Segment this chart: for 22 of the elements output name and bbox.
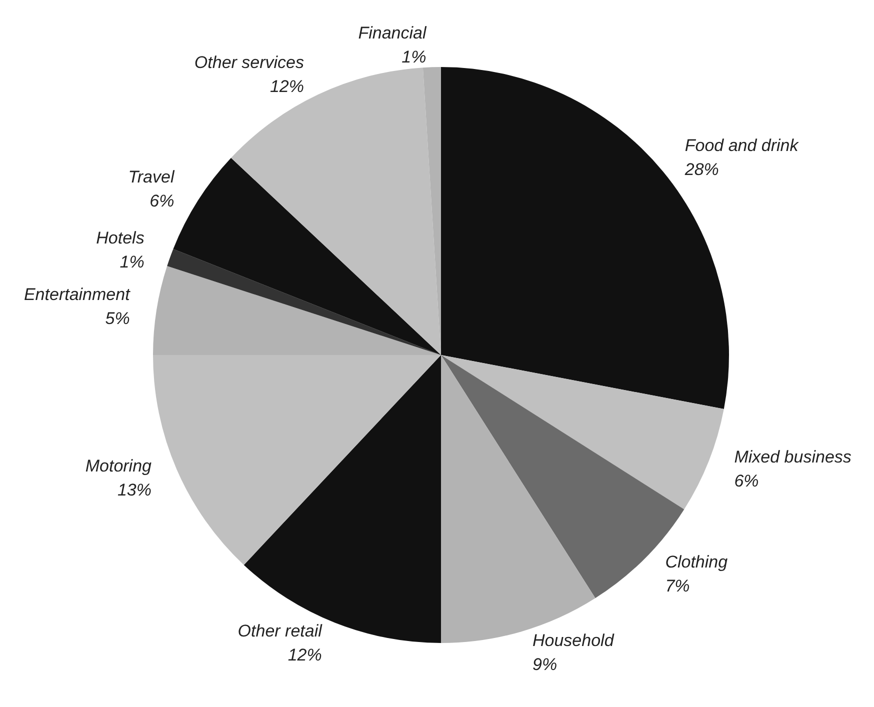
slice-label: Other retail bbox=[238, 622, 324, 641]
data-label: 6% bbox=[734, 472, 759, 491]
data-label: 12% bbox=[270, 77, 304, 96]
data-label: 1% bbox=[402, 48, 426, 67]
data-label: 9% bbox=[532, 655, 558, 674]
data-label: 6% bbox=[150, 191, 174, 210]
slice-label: Mixed business bbox=[734, 448, 852, 467]
data-label: 28% bbox=[684, 160, 719, 179]
data-label: 12% bbox=[288, 646, 322, 665]
data-label: 5% bbox=[105, 309, 130, 328]
slice-label: Other services bbox=[194, 53, 304, 72]
slice-label: Motoring bbox=[85, 456, 152, 476]
slice-label: Financial bbox=[358, 24, 428, 43]
slice-label: Entertainment bbox=[24, 285, 132, 304]
data-label: 7% bbox=[665, 576, 690, 596]
slice-label: Travel bbox=[128, 167, 176, 186]
slice-label: Household bbox=[532, 631, 614, 650]
slice-label: Clothing bbox=[665, 552, 728, 572]
data-label: 13% bbox=[117, 480, 152, 500]
data-label: 1% bbox=[120, 252, 144, 272]
slice-label: Hotels bbox=[96, 228, 145, 248]
slice-label: Food and drink bbox=[684, 136, 800, 155]
